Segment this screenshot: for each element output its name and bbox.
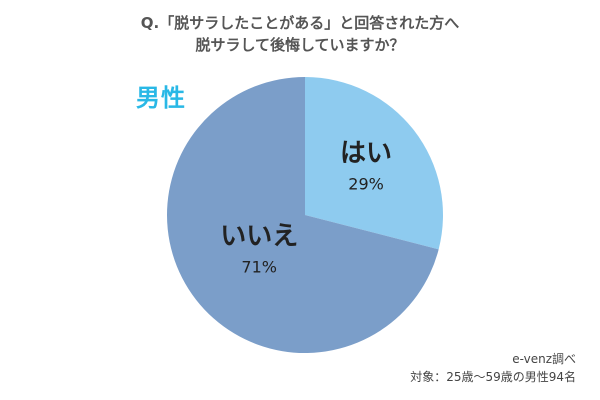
slice-label-0: はい <box>340 139 392 169</box>
pie-slice-0 <box>305 77 443 250</box>
chart-title-line-1: Q.「脱サラしたことがある」と回答された方へ <box>140 14 460 32</box>
slice-percent-1: 71% <box>241 258 277 277</box>
source-note: e-venz調べ <box>512 352 576 366</box>
group-label: 男性 <box>136 84 186 112</box>
pie-slices <box>167 77 443 353</box>
pie-labels: はい 29% いいえ 71% <box>220 139 392 277</box>
chart-title-line-2: 脱サラして後悔していますか？ <box>195 36 405 54</box>
slice-percent-0: 29% <box>348 175 384 194</box>
chart-footer: e-venz調べ 対象：25歳〜59歳の男性94名 <box>410 350 576 386</box>
slice-label-1: いいえ <box>220 222 298 252</box>
sample-note: 対象：25歳〜59歳の男性94名 <box>410 370 576 384</box>
chart-title: Q.「脱サラしたことがある」と回答された方へ 脱サラして後悔していますか？ <box>0 12 600 56</box>
pie-slice-1 <box>167 77 439 353</box>
